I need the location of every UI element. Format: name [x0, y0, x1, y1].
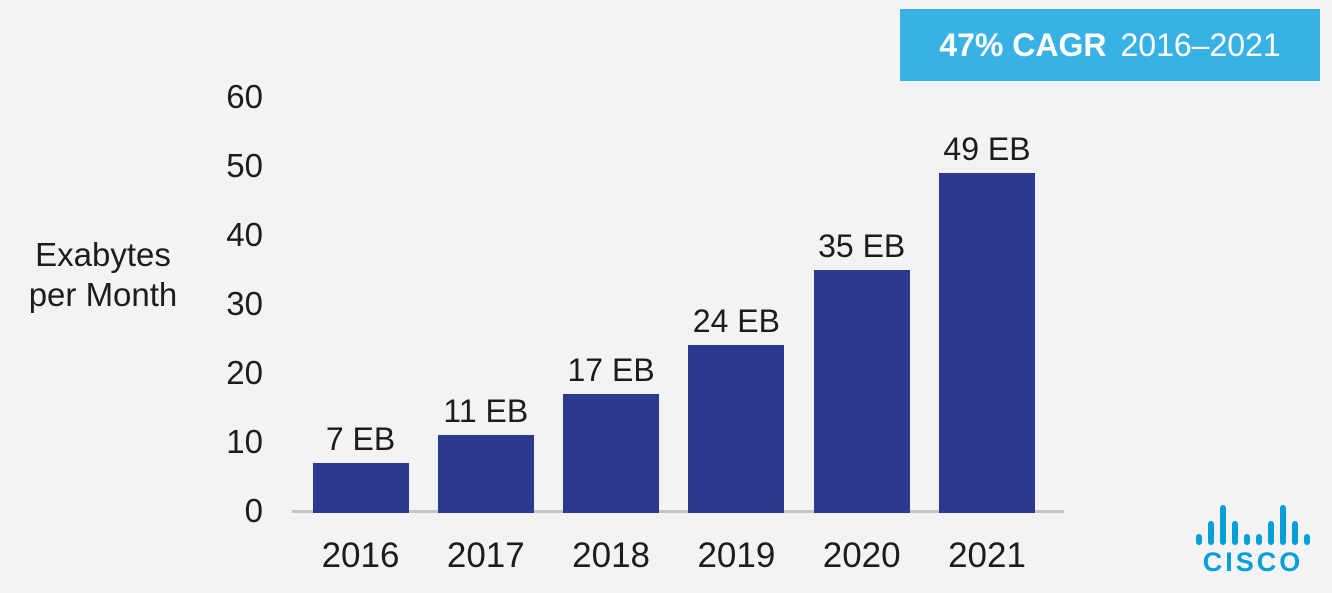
- cagr-badge: 47% CAGR 2016–2021: [900, 9, 1320, 81]
- bar-value-label: 17 EB: [567, 351, 655, 388]
- x-tick-label: 2017: [446, 536, 525, 575]
- cisco-wordmark: cisco: [1202, 547, 1304, 577]
- bar-2019: [688, 345, 785, 513]
- y-tick-label: 20: [226, 354, 263, 391]
- x-tick-label: 2018: [572, 536, 651, 575]
- y-tick-label: 60: [226, 78, 263, 115]
- y-axis-title-line2: per Month: [28, 276, 178, 313]
- bar-2021: [939, 172, 1035, 513]
- cisco-logo: cisco: [1194, 505, 1312, 578]
- bar-value-label: 11 EB: [443, 393, 529, 430]
- x-tick-label: 2020: [822, 536, 901, 575]
- x-tick-label: 2021: [948, 536, 1026, 575]
- bar-value-label: 24 EB: [692, 303, 780, 340]
- y-axis-title-line1: Exabytes: [35, 236, 171, 273]
- y-tick-label: 30: [226, 285, 263, 322]
- bar-2016: [312, 462, 409, 513]
- y-tick-label: 10: [226, 423, 263, 460]
- y-tick-label: 50: [226, 147, 263, 184]
- x-axis-line: [292, 510, 1064, 513]
- y-tick-label: 0: [244, 492, 263, 529]
- y-tick-label: 40: [226, 216, 263, 253]
- bar-2017: [437, 435, 534, 513]
- bar-2020: [813, 269, 910, 513]
- bar-value-label: 35 EB: [818, 227, 906, 264]
- cagr-value: 47% CAGR: [939, 26, 1107, 63]
- x-tick-label: 2019: [697, 536, 776, 575]
- cisco-bridge-icon: [1194, 505, 1312, 545]
- bar-value-label: 49 EB: [943, 130, 1031, 167]
- bar-value-label: 7 EB: [325, 420, 396, 457]
- cagr-range: 2016–2021: [1120, 26, 1281, 63]
- bar-2018: [563, 393, 660, 513]
- y-axis-title: Exabytes per Month: [8, 235, 198, 315]
- x-tick-label: 2016: [321, 536, 400, 575]
